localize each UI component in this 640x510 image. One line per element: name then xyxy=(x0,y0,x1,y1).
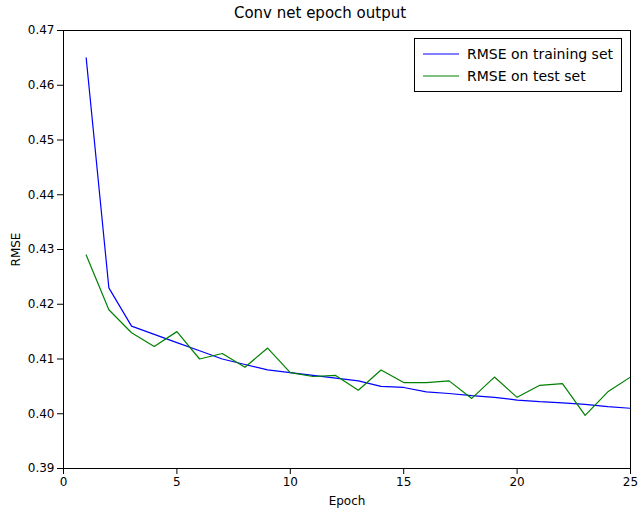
svg-text:20: 20 xyxy=(509,475,524,489)
svg-text:0: 0 xyxy=(60,475,68,489)
svg-text:5: 5 xyxy=(173,475,181,489)
svg-text:Epoch: Epoch xyxy=(329,494,366,508)
html-text:RMSE on training set: RMSE on training set xyxy=(467,46,613,62)
svg-text:0.41: 0.41 xyxy=(28,352,55,366)
svg-text:10: 10 xyxy=(283,475,298,489)
svg-text:0.46: 0.46 xyxy=(28,78,55,92)
svg-text:0.39: 0.39 xyxy=(28,461,55,475)
svg-text:15: 15 xyxy=(396,475,411,489)
svg-text:25: 25 xyxy=(623,475,638,489)
svg-text:0.47: 0.47 xyxy=(28,24,55,37)
svg-text:0.42: 0.42 xyxy=(28,297,55,311)
svg-text:0.40: 0.40 xyxy=(28,407,55,421)
html-text:Conv net epoch output: Conv net epoch output xyxy=(233,4,407,22)
svg-text:0.44: 0.44 xyxy=(28,188,55,202)
html-text:RMSE on test set: RMSE on test set xyxy=(467,68,586,84)
svg-text:0.45: 0.45 xyxy=(28,133,55,147)
svg-text:RMSE: RMSE xyxy=(9,233,23,267)
svg-text:0.43: 0.43 xyxy=(28,242,55,256)
